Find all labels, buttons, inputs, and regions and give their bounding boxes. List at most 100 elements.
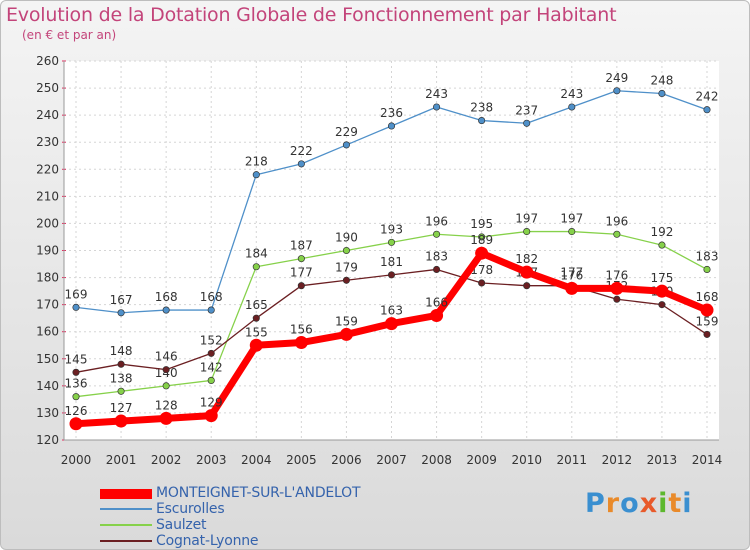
data-label: 167 (110, 293, 133, 307)
y-tick-label: 140 (36, 379, 59, 393)
data-point (658, 89, 666, 98)
data-point (523, 282, 531, 290)
legend-item-monteignet: MONTEIGNET-SUR-L'ANDELOT (100, 485, 500, 502)
data-label: 168 (200, 290, 223, 304)
logo-letter: r (605, 488, 621, 519)
y-tick-label: 250 (36, 81, 59, 95)
data-label: 165 (245, 298, 268, 312)
data-point (610, 281, 624, 295)
data-label: 190 (335, 231, 358, 245)
data-label: 236 (380, 106, 403, 120)
y-tick-label: 260 (36, 54, 59, 68)
y-tick-label: 180 (36, 271, 59, 285)
data-label: 176 (560, 268, 583, 282)
y-tick-label: 170 (36, 298, 59, 312)
data-point (703, 106, 711, 114)
data-label: 177 (560, 266, 583, 280)
data-label: 175 (650, 271, 673, 285)
data-label: 152 (200, 333, 223, 347)
data-label: 197 (515, 212, 538, 226)
data-point (294, 336, 308, 350)
data-point (700, 303, 714, 317)
data-point (703, 265, 711, 274)
data-label: 148 (110, 344, 133, 358)
data-point (523, 228, 531, 236)
y-tick-label: 190 (36, 244, 59, 258)
data-label: 127 (110, 401, 133, 415)
data-label: 229 (335, 125, 358, 139)
data-point (658, 241, 666, 249)
data-label: 129 (200, 396, 223, 410)
data-point (523, 119, 531, 127)
data-point (655, 284, 669, 298)
data-label: 176 (605, 268, 628, 282)
data-point (162, 306, 170, 314)
data-point (252, 314, 260, 322)
x-tick-label: 2005 (286, 453, 317, 467)
data-label: 249 (605, 71, 628, 85)
x-tick-label: 2003 (196, 453, 227, 467)
data-label: 243 (425, 87, 448, 101)
data-label: 187 (290, 239, 313, 253)
x-tick-label: 2007 (376, 453, 407, 467)
y-tick-label: 130 (36, 406, 59, 420)
data-point (342, 246, 350, 255)
y-tick-label: 200 (36, 216, 59, 230)
data-point (613, 295, 621, 303)
logo-letter: t (668, 488, 683, 519)
chart-subtitle: (en € et par an) (22, 28, 117, 42)
x-tick-label: 2009 (466, 453, 497, 467)
data-point (339, 327, 353, 341)
data-point (72, 368, 80, 376)
y-tick-label: 160 (36, 325, 59, 339)
y-tick-label: 230 (36, 135, 59, 149)
data-label: 195 (470, 217, 493, 231)
data-label: 156 (290, 323, 313, 337)
data-point (387, 271, 396, 279)
data-label: 138 (110, 371, 133, 385)
data-label: 179 (335, 260, 358, 274)
data-label: 142 (200, 360, 223, 374)
x-tick-label: 2006 (331, 453, 362, 467)
data-point (297, 282, 305, 290)
data-point (433, 265, 441, 274)
data-label: 196 (425, 214, 448, 228)
data-point (433, 103, 441, 111)
data-label: 155 (245, 325, 268, 339)
legend-swatch (100, 524, 152, 526)
legend-label: Saulzet (156, 517, 207, 533)
data-label: 193 (380, 222, 403, 236)
data-point (72, 393, 80, 401)
data-label: 183 (425, 249, 448, 263)
logo-letter: o (620, 488, 640, 519)
data-label: 184 (245, 247, 268, 261)
data-point (430, 308, 444, 322)
data-point (568, 103, 576, 111)
data-point (204, 409, 218, 423)
x-tick-label: 2012 (602, 453, 633, 467)
data-label: 136 (65, 377, 88, 391)
data-label: 169 (65, 287, 88, 301)
data-label: 183 (696, 249, 719, 263)
y-tick-label: 240 (36, 108, 59, 122)
legend-item-cognat-lyonne: Cognat-Lyonne (100, 533, 500, 550)
data-point (703, 330, 711, 338)
data-label: 242 (696, 90, 719, 104)
data-point (475, 246, 489, 260)
data-label: 128 (155, 398, 178, 412)
x-tick-label: 2000 (61, 453, 92, 467)
proxiti-logo: Proxiti (585, 488, 693, 519)
data-point (568, 228, 576, 236)
data-label: 168 (696, 290, 719, 304)
x-tick-label: 2010 (511, 453, 542, 467)
data-label: 189 (470, 233, 493, 247)
legend-swatch (100, 489, 152, 499)
data-label: 237 (515, 103, 538, 117)
data-point (159, 411, 173, 425)
data-point (613, 230, 621, 238)
data-point (117, 387, 125, 395)
data-point (342, 141, 350, 149)
data-label: 163 (380, 304, 403, 318)
data-point (69, 417, 83, 431)
